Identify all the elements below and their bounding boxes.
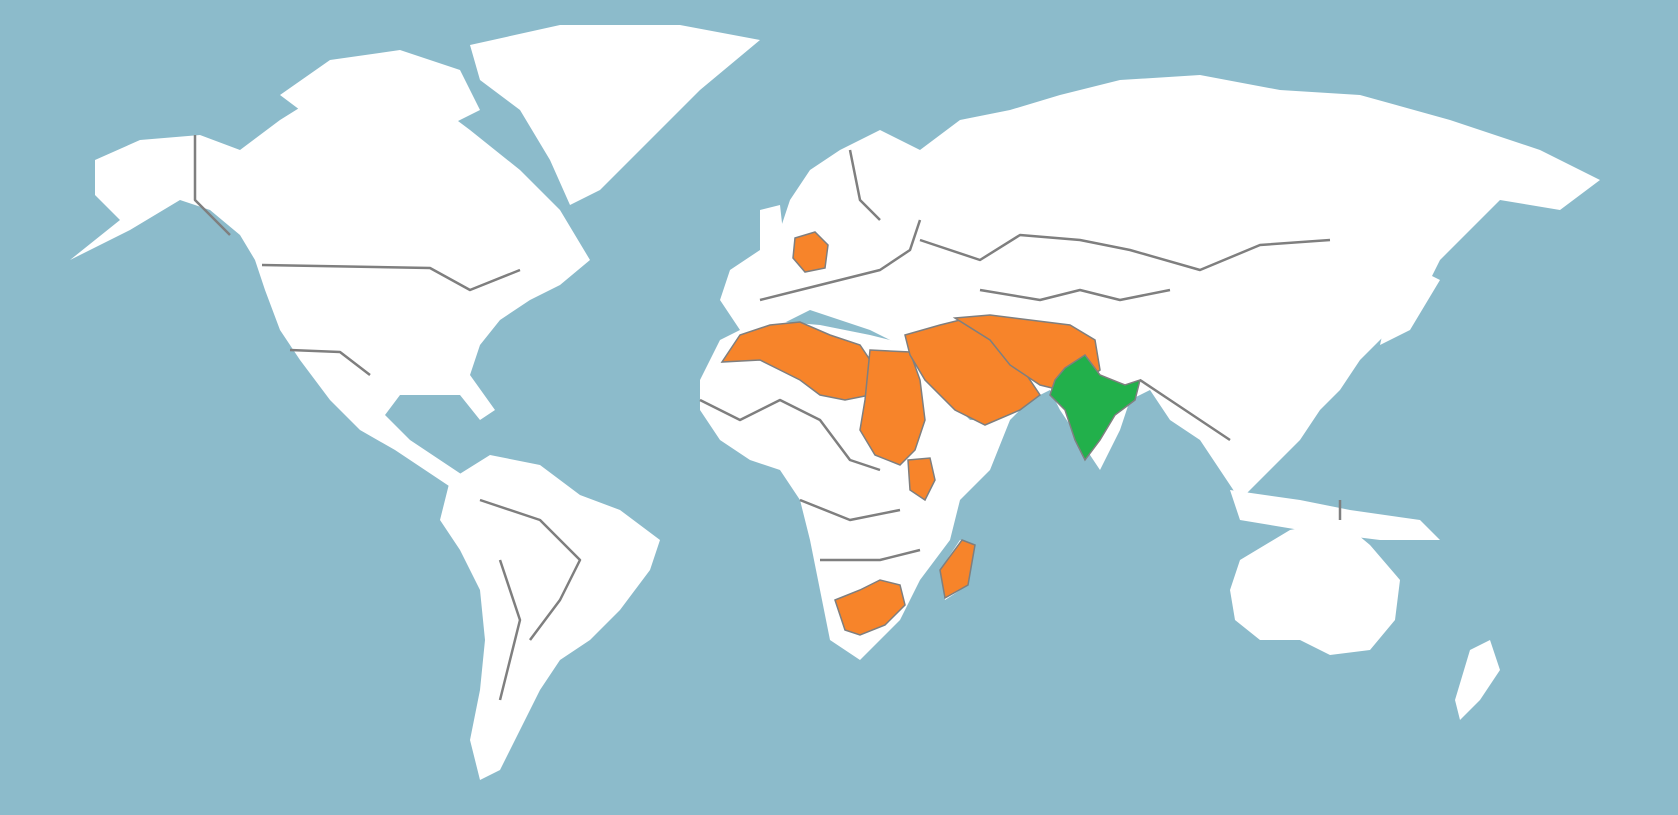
region-germany [792, 231, 829, 273]
landmass-africa [700, 320, 1010, 660]
landmass-north-america [70, 90, 590, 490]
border-africa [699, 398, 921, 562]
landmass-southeast-asia-islands [1230, 490, 1440, 540]
landmass-greenland [470, 25, 760, 205]
border-us-mexico [289, 348, 371, 376]
border-alaska-canada [193, 135, 231, 236]
landmass-uk [760, 205, 785, 255]
highlighted-regions [720, 231, 1142, 636]
border-central-asia [979, 288, 1171, 302]
border-south-america [479, 498, 582, 701]
landmass-australia [1230, 520, 1400, 655]
region-kenya [907, 457, 936, 502]
landmass-south-america [440, 455, 660, 780]
landmass-japan [1380, 270, 1440, 345]
landmass-eurasia [720, 75, 1600, 500]
border-us-canada [261, 263, 521, 292]
landmass-arctic-islands [280, 50, 480, 130]
landmasses [70, 25, 1600, 780]
region-egypt-sudan [859, 349, 926, 466]
region-madagascar [939, 539, 976, 600]
border-southeast-asia [1139, 378, 1231, 442]
region-india [1049, 353, 1142, 462]
country-borders [193, 135, 1342, 701]
border-europe [759, 149, 922, 302]
region-south-africa [834, 579, 906, 636]
border-russia-south [919, 233, 1331, 272]
landmass-new-zealand [1455, 640, 1500, 720]
